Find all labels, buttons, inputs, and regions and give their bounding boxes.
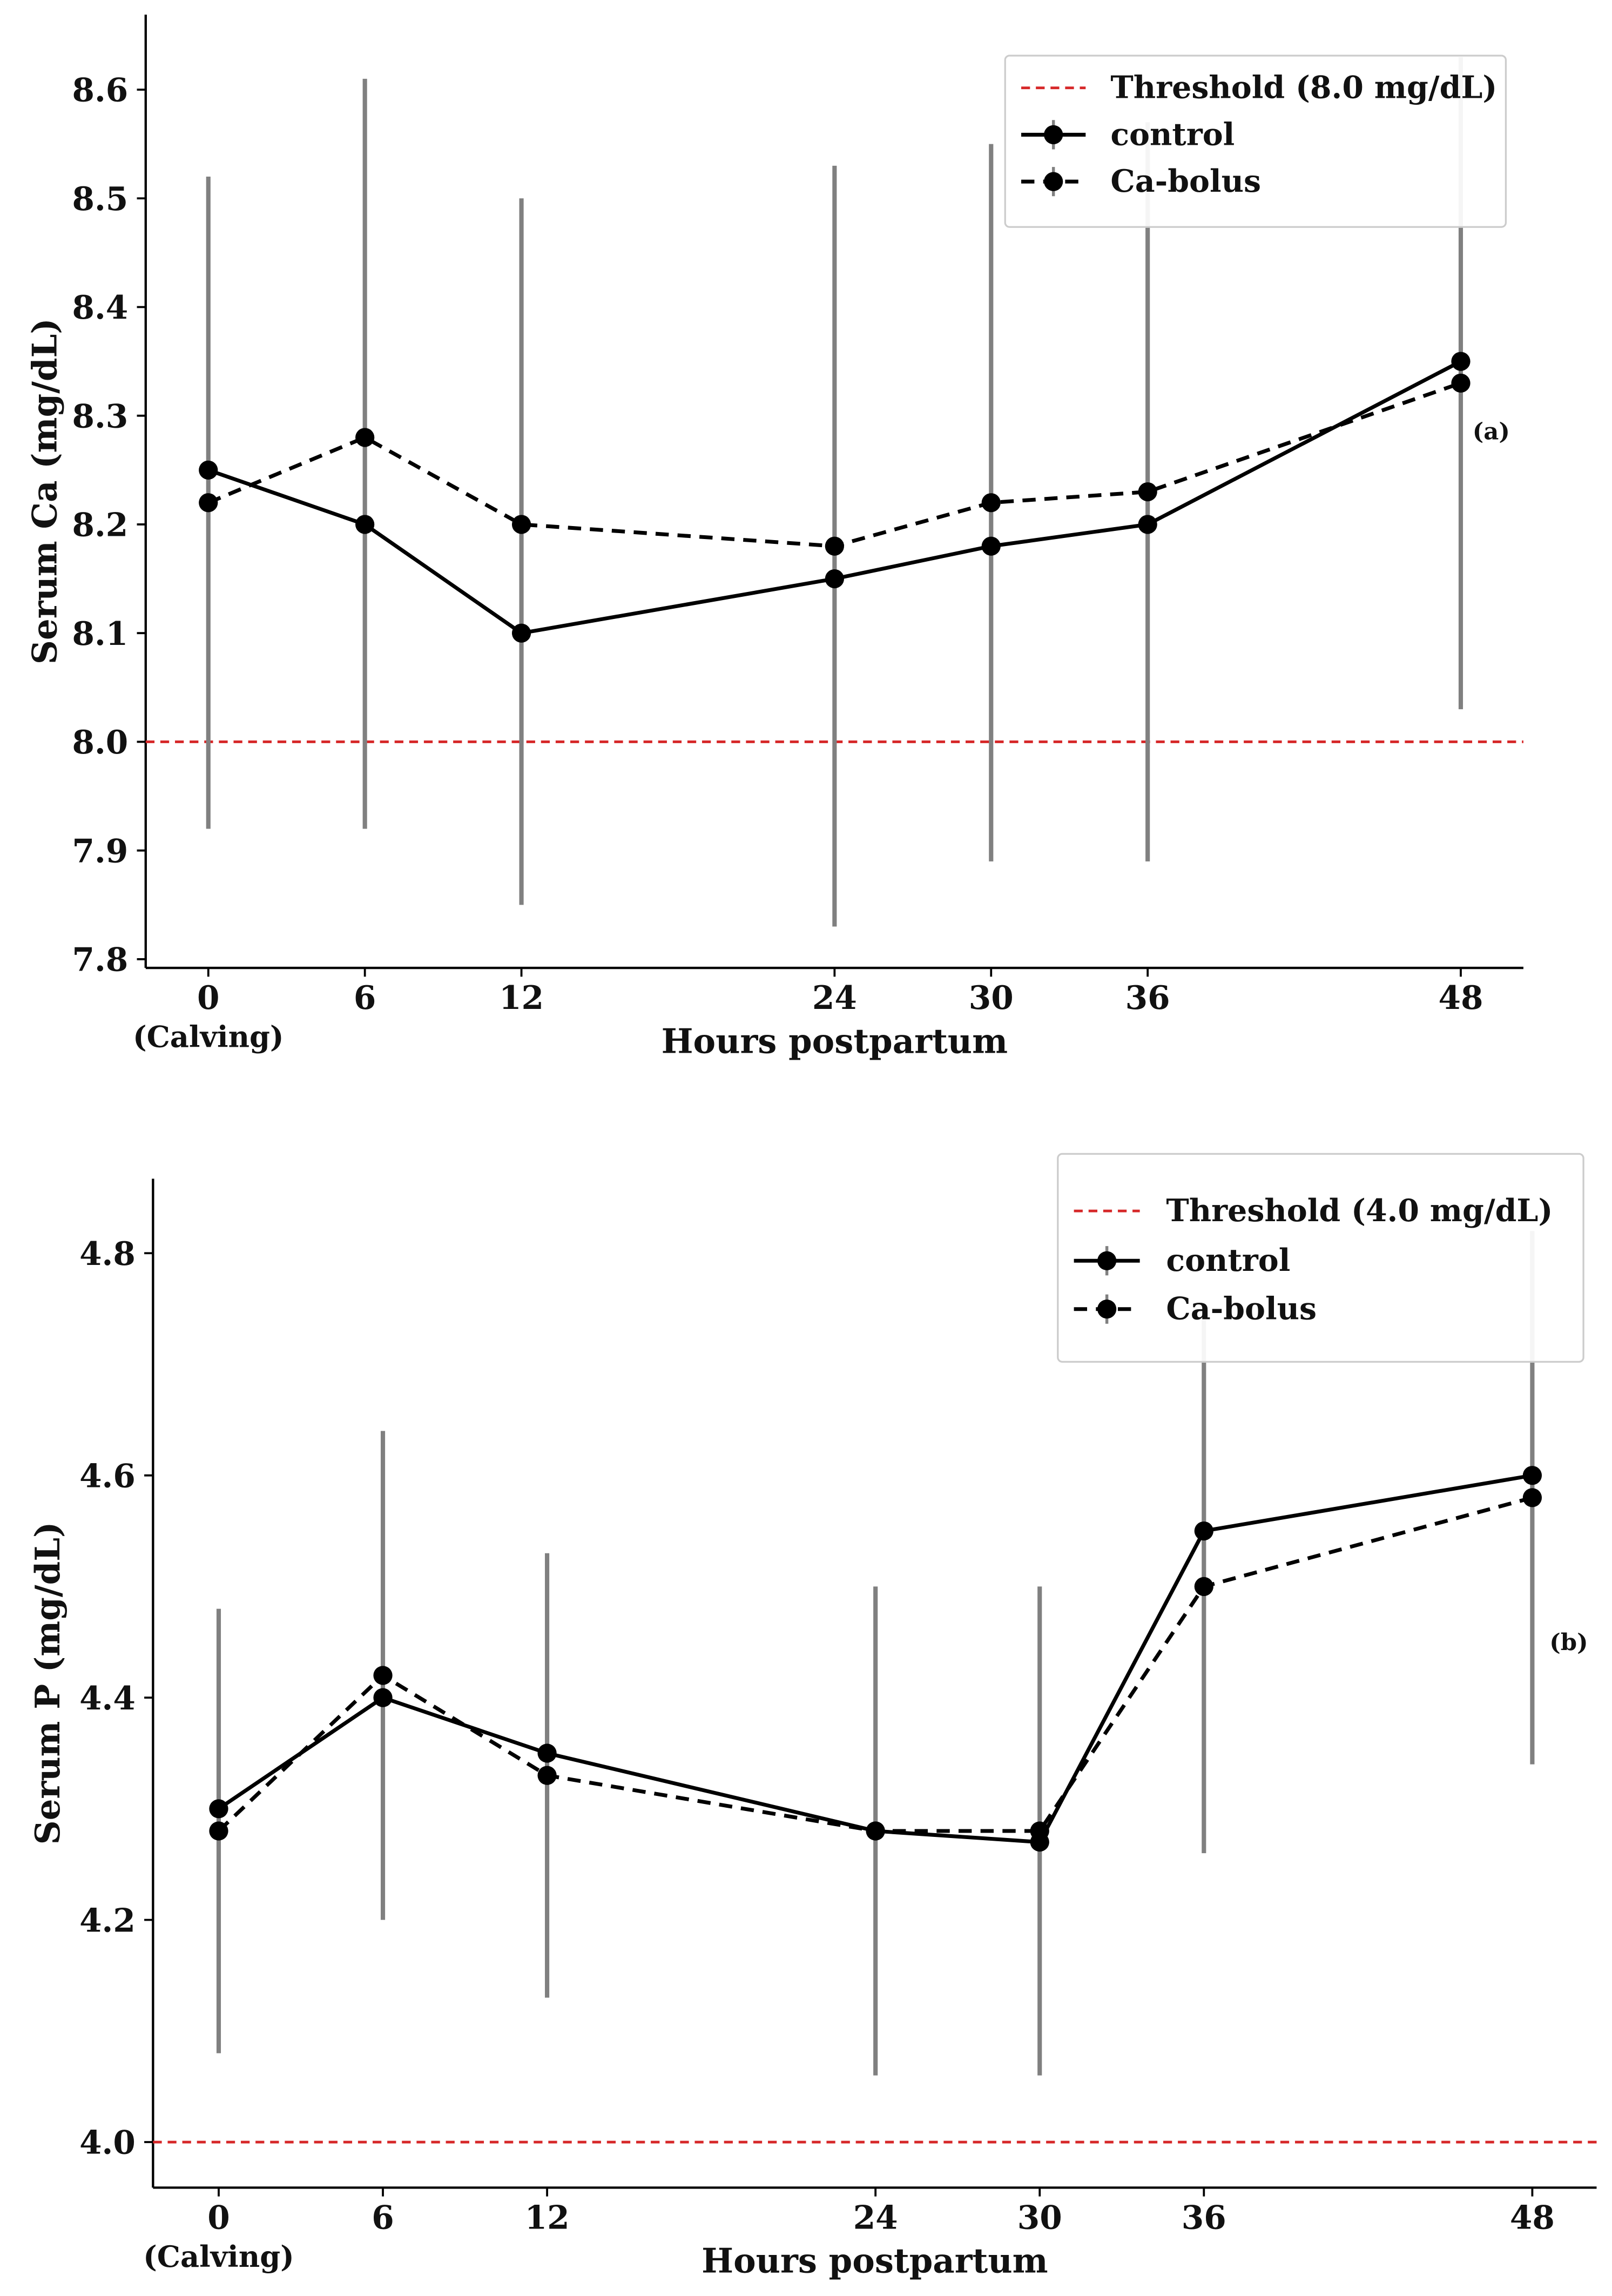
legend-box (1057, 1153, 1584, 1363)
y-tick-label: 8.5 (72, 180, 129, 218)
data-point-control (537, 1743, 557, 1763)
y-tick-label: 4.2 (79, 1902, 136, 1940)
y-tick-label: 7.9 (72, 832, 129, 870)
x-tick-label: 36 (1125, 979, 1170, 1017)
data-point-control (825, 569, 844, 589)
data-point-ca-bolus (825, 536, 844, 556)
x-axis-label: Hours postpartum (702, 2241, 1048, 2281)
y-tick-label: 7.8 (72, 941, 129, 979)
x-tick-label: 0 (207, 2199, 230, 2237)
legend: Threshold (4.0 mg/dL) control Ca-bolus (1057, 1153, 1584, 1363)
data-point-control (981, 536, 1001, 556)
data-point-ca-bolus (209, 1821, 228, 1841)
legend: Threshold (8.0 mg/dL) control Ca-bolus (1004, 55, 1507, 228)
data-point-control (1138, 515, 1157, 534)
legend-threshold-label: Threshold (8.0 mg/dL) (1110, 70, 1497, 106)
chart-panel-b: 4.0 4.2 4.4 4.6 4.8 0 6 12 24 30 36 48 (Calving) Hour… (28, 1153, 1597, 2281)
data-point-control (209, 1799, 228, 1819)
data-point-control (1522, 1466, 1542, 1485)
data-point-ca-bolus (1030, 1821, 1049, 1841)
y-tick-label: 8.0 (72, 724, 129, 762)
x-tick-sublabel: (Calving) (143, 2239, 294, 2274)
y-tick-label: 4.4 (79, 1680, 136, 1718)
x-tick-label: 24 (853, 2199, 898, 2237)
legend-box (1004, 55, 1507, 228)
panel-label: (b) (1549, 1628, 1588, 1656)
data-point-control (1451, 352, 1471, 371)
y-tick-label: 4.8 (79, 1235, 136, 1273)
y-axis-label: Serum Ca (mg/dL) (24, 318, 64, 664)
data-point-ca-bolus (866, 1821, 885, 1841)
data-point-ca-bolus (355, 428, 375, 447)
data-point-control (199, 460, 218, 480)
x-tick-label: 24 (812, 979, 857, 1017)
data-point-ca-bolus (981, 493, 1001, 513)
legend-marker (1097, 1300, 1117, 1319)
y-axis-label: Serum P (mg/dL) (28, 1521, 68, 1844)
legend-series-label: Ca-bolus (1166, 1291, 1317, 1327)
x-tick-label: 48 (1438, 979, 1483, 1017)
panel-label: (a) (1473, 418, 1510, 445)
chart-panel-a: 7.8 7.9 8.0 8.1 8.2 8.3 8.4 8.5 8.6 0 6 12 24 30 36 48 (… (24, 15, 1523, 1061)
x-tick-label: 12 (499, 979, 544, 1017)
data-point-control (373, 1688, 393, 1707)
legend-series-label: control (1110, 117, 1235, 152)
x-tick-label: 48 (1510, 2199, 1555, 2237)
data-point-ca-bolus (537, 1766, 557, 1785)
data-point-ca-bolus (373, 1666, 393, 1685)
x-tick-label: 36 (1182, 2199, 1226, 2237)
legend-series-label: Ca-bolus (1110, 164, 1261, 199)
y-tick-label: 8.4 (72, 289, 129, 327)
data-point-ca-bolus (1451, 373, 1471, 393)
legend-marker (1044, 125, 1063, 145)
data-point-ca-bolus (1194, 1577, 1213, 1597)
legend-series-label: control (1166, 1243, 1290, 1278)
legend-marker (1097, 1251, 1117, 1270)
y-tick-label: 4.0 (79, 2124, 136, 2162)
x-tick-label: 12 (525, 2199, 570, 2237)
x-tick-label: 30 (969, 979, 1014, 1017)
data-point-ca-bolus (1138, 482, 1157, 502)
x-tick-label: 0 (197, 979, 220, 1017)
data-point-ca-bolus (1522, 1488, 1542, 1507)
data-point-control (511, 623, 531, 643)
y-tick-label: 8.3 (72, 398, 129, 435)
y-tick-label: 8.2 (72, 507, 129, 544)
y-tick-label: 8.6 (72, 72, 129, 110)
y-tick-label: 4.6 (79, 1457, 136, 1495)
data-point-ca-bolus (199, 493, 218, 513)
x-axis-label: Hours postpartum (662, 1021, 1008, 1061)
legend-threshold-label: Threshold (4.0 mg/dL) (1166, 1193, 1553, 1229)
x-tick-label: 6 (354, 979, 376, 1017)
x-tick-label: 30 (1017, 2199, 1062, 2237)
data-point-control (355, 515, 375, 534)
x-tick-label: 6 (372, 2199, 394, 2237)
data-point-control (1194, 1521, 1213, 1541)
data-point-ca-bolus (511, 515, 531, 534)
y-tick-label: 8.1 (72, 615, 129, 653)
x-tick-sublabel: (Calving) (133, 1019, 284, 1054)
legend-marker (1044, 172, 1063, 191)
